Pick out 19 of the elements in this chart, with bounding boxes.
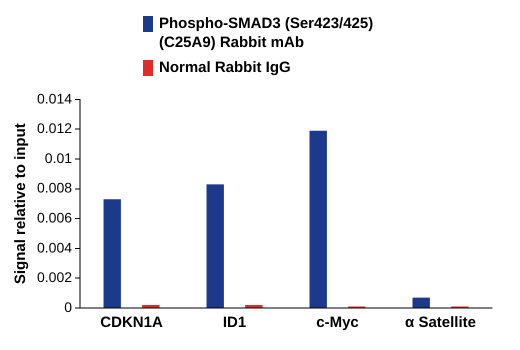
y-tick-label: 0.014: [36, 90, 72, 106]
y-tick-label: 0.008: [36, 180, 72, 196]
y-tick-label: 0.006: [36, 209, 72, 226]
legend-label: Phospho-SMAD3 (Ser423/425) (C25A9) Rabbit mAb: [159, 14, 374, 52]
y-tick-label: 0.01: [44, 150, 72, 166]
y-tick-label: 0.002: [36, 269, 72, 286]
x-tick-label: CDKN1A: [100, 314, 163, 332]
bar: [412, 298, 430, 308]
x-tick-label: α Satellite: [405, 314, 476, 332]
legend-label: Normal Rabbit IgG: [159, 58, 292, 77]
bar: [206, 184, 224, 308]
y-tick-label: 0.012: [36, 120, 72, 136]
y-tick-label: 0.004: [36, 239, 72, 256]
y-tick-label: 0: [64, 298, 72, 315]
x-tick-label: ID1: [222, 314, 246, 332]
bar: [104, 199, 121, 308]
y-axis-title: Signal relative to input: [12, 123, 30, 284]
bar: [310, 130, 327, 308]
x-tick-label: c-Myc: [316, 314, 359, 332]
